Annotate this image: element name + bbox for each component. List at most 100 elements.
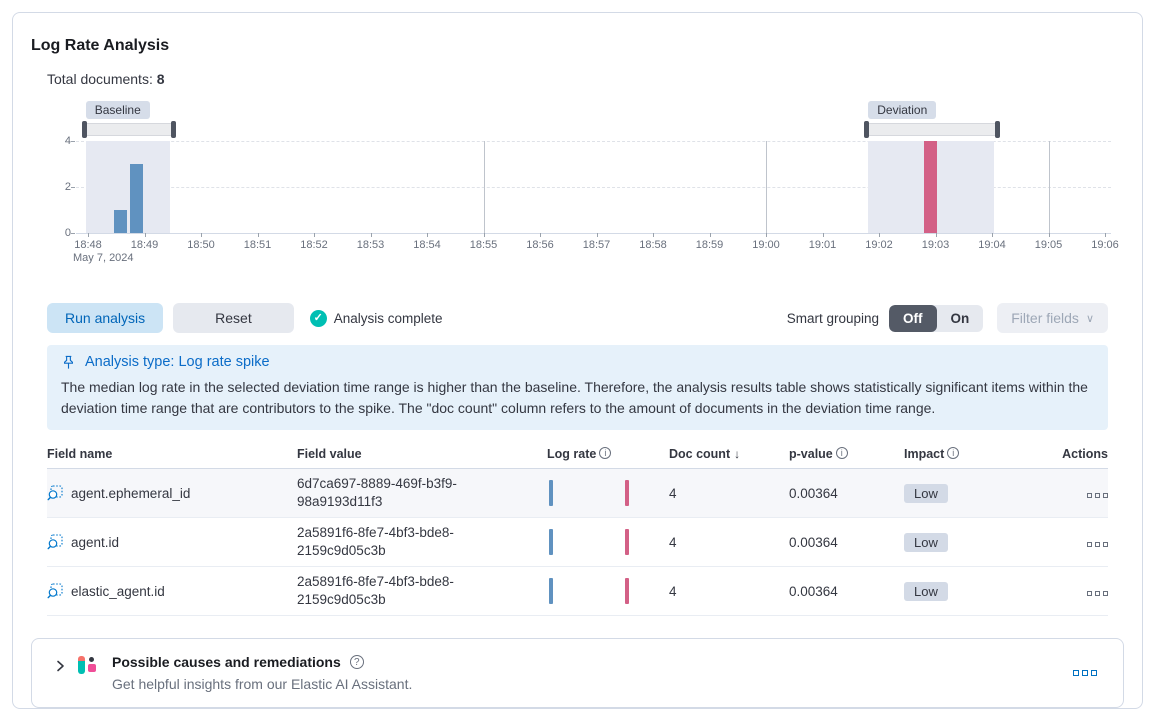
deviation-mini-bar bbox=[625, 480, 629, 506]
analysis-status-label: Analysis complete bbox=[333, 310, 443, 326]
baseline-bar bbox=[114, 210, 128, 233]
boxes-horizontal-icon[interactable] bbox=[1073, 670, 1097, 676]
deviation-brush-handle-left[interactable] bbox=[864, 121, 869, 138]
callout-title: Analysis type: Log rate spike bbox=[61, 354, 1094, 370]
x-axis-label: 18:55 bbox=[469, 239, 498, 251]
field-filter-icon[interactable] bbox=[47, 534, 63, 550]
x-axis-tick bbox=[879, 233, 880, 237]
log-rate-mini-chart bbox=[547, 479, 633, 507]
run-analysis-button[interactable]: Run analysis bbox=[47, 303, 164, 333]
header-log-rate[interactable]: Log rate i bbox=[547, 442, 669, 469]
x-axis-tick bbox=[88, 233, 89, 237]
field-name: agent.ephemeral_id bbox=[71, 485, 191, 501]
y-axis-tick bbox=[71, 141, 75, 142]
baseline-mini-bar bbox=[549, 529, 553, 555]
x-axis-tick bbox=[822, 233, 824, 237]
header-impact[interactable]: Impact i bbox=[904, 442, 1019, 469]
smart-grouping-on[interactable]: On bbox=[950, 310, 970, 326]
field-value: 2a5891f6-8fe7-4bf3-bde8-2159c9d05c3b bbox=[297, 525, 454, 558]
expand-accordion-button[interactable] bbox=[52, 656, 68, 677]
x-axis-tick bbox=[1048, 233, 1050, 237]
p-value: 0.00364 bbox=[789, 517, 904, 567]
total-documents-label: Total documents: bbox=[47, 71, 153, 87]
field-filter-icon[interactable] bbox=[47, 485, 63, 501]
baseline-brush[interactable] bbox=[84, 123, 174, 136]
x-axis-label: 19:01 bbox=[808, 239, 837, 251]
y-axis-tick bbox=[71, 233, 75, 234]
controls-row: Run analysis Reset ✓ Analysis complete S… bbox=[47, 303, 1108, 333]
smart-grouping-label: Smart grouping bbox=[786, 310, 879, 326]
header-field-name[interactable]: Field name bbox=[47, 442, 297, 469]
x-gridline bbox=[766, 141, 767, 233]
accordion-subtitle: Get helpful insights from our Elastic AI… bbox=[112, 676, 413, 692]
header-p-value[interactable]: p-value i bbox=[789, 442, 904, 469]
info-icon[interactable]: i bbox=[599, 447, 612, 459]
y-gridline bbox=[76, 187, 1111, 188]
table-row: agent.ephemeral_id 6d7ca697-8889-469f-b3… bbox=[47, 468, 1108, 518]
x-axis-label: 19:00 bbox=[752, 239, 780, 251]
doc-count: 4 bbox=[669, 517, 789, 567]
x-axis-tick bbox=[992, 233, 993, 237]
help-icon[interactable]: ? bbox=[349, 655, 364, 669]
x-axis-label: 19:06 bbox=[1091, 239, 1119, 251]
callout-body: The median log rate in the selected devi… bbox=[61, 379, 1088, 416]
header-doc-count[interactable]: Doc count ↓ bbox=[669, 442, 789, 469]
baseline-brush-handle-right[interactable] bbox=[170, 121, 176, 138]
filter-fields-button[interactable]: Filter fields ∨ bbox=[997, 303, 1108, 333]
field-filter-icon[interactable] bbox=[47, 583, 63, 599]
row-actions-button[interactable] bbox=[1087, 541, 1108, 547]
y-axis-label: 0 bbox=[64, 227, 71, 239]
x-axis-tick bbox=[596, 233, 598, 237]
y-gridline bbox=[76, 141, 1111, 142]
x-axis-tick bbox=[427, 233, 428, 237]
log-rate-analysis-panel: Log Rate Analysis Total documents: 8 0 2 4… bbox=[12, 12, 1143, 709]
info-icon[interactable]: i bbox=[947, 447, 960, 459]
field-value: 2a5891f6-8fe7-4bf3-bde8-2159c9d05c3b bbox=[297, 574, 454, 607]
doc-count: 4 bbox=[669, 468, 789, 518]
x-axis-tick bbox=[201, 233, 202, 237]
x-axis-label: 18:50 bbox=[187, 239, 215, 251]
baseline-brush-handle-left[interactable] bbox=[82, 121, 88, 138]
filter-fields-label: Filter fields bbox=[1011, 310, 1079, 326]
impact-badge: Low bbox=[904, 483, 948, 503]
total-documents-value: 8 bbox=[156, 71, 165, 87]
field-name: agent.id bbox=[71, 534, 120, 550]
deviation-brush[interactable] bbox=[866, 123, 999, 136]
baseline-region bbox=[85, 141, 170, 233]
check-icon: ✓ bbox=[309, 309, 327, 327]
x-axis-tick bbox=[935, 233, 937, 237]
p-value: 0.00364 bbox=[789, 468, 904, 518]
row-actions-button[interactable] bbox=[1087, 492, 1108, 498]
x-gridline bbox=[483, 141, 485, 233]
document-count-chart: 0 2 4 18:48 18:49 18:50 18:51 18:52 18:53 18:54 18… bbox=[31, 99, 1124, 269]
accordion-title: Possible causes and remediations ? bbox=[112, 654, 412, 670]
baseline-mini-bar bbox=[549, 578, 553, 604]
smart-grouping-off[interactable]: Off bbox=[889, 304, 937, 332]
x-axis-tick bbox=[144, 233, 146, 237]
info-icon[interactable]: i bbox=[835, 447, 848, 459]
y-axis-tick bbox=[71, 187, 75, 188]
chevron-down-icon: ∨ bbox=[1085, 312, 1094, 325]
possible-causes-panel: Possible causes and remediations ? Get h… bbox=[31, 638, 1124, 708]
x-axis-tick bbox=[483, 233, 485, 237]
header-field-value[interactable]: Field value bbox=[297, 442, 547, 469]
results-table-wrap: Field name Field value Log rate i Doc cou… bbox=[47, 442, 1108, 616]
x-axis-label: 18:51 bbox=[243, 239, 272, 251]
reset-button[interactable]: Reset bbox=[173, 303, 294, 333]
x-axis-tick bbox=[1105, 233, 1106, 237]
x-axis-label: 19:04 bbox=[978, 239, 1006, 251]
baseline-bar bbox=[129, 164, 143, 233]
deviation-brush-handle-right[interactable] bbox=[995, 121, 1001, 138]
table-row: agent.id 2a5891f6-8fe7-4bf3-bde8-2159c9d… bbox=[47, 517, 1108, 567]
doc-count: 4 bbox=[669, 566, 789, 616]
x-gridline bbox=[1048, 141, 1050, 233]
y-axis-label: 2 bbox=[64, 181, 71, 193]
x-axis-tick bbox=[540, 233, 541, 237]
row-actions-button[interactable] bbox=[1087, 590, 1108, 596]
x-axis-label: 18:56 bbox=[526, 239, 554, 251]
log-rate-mini-chart bbox=[547, 577, 633, 605]
y-axis-label: 4 bbox=[64, 135, 71, 147]
x-axis-label: 19:05 bbox=[1034, 239, 1063, 251]
x-axis-tick bbox=[709, 233, 711, 237]
header-actions: Actions bbox=[1019, 442, 1108, 469]
